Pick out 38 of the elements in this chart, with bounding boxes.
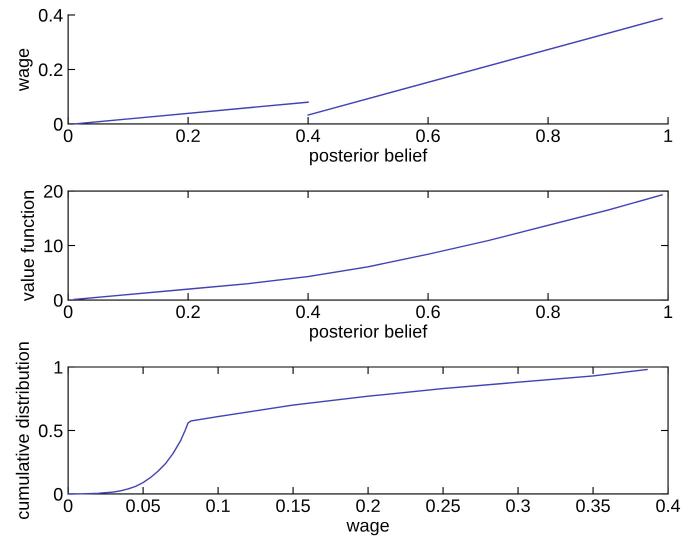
x-tick-label: 0 bbox=[64, 499, 72, 512]
line-series bbox=[73, 194, 663, 300]
y-axis-title: value function bbox=[20, 190, 34, 302]
y-tick-label: 0 bbox=[54, 294, 63, 307]
x-tick-label: 1 bbox=[664, 306, 672, 318]
x-tick-label: 0.35 bbox=[576, 499, 610, 512]
y-tick-label: 10 bbox=[44, 239, 63, 252]
x-tick-label: 0.2 bbox=[356, 499, 380, 512]
y-tick-label: 0.4 bbox=[38, 8, 63, 22]
x-tick-label: 0.6 bbox=[416, 129, 440, 142]
x-axis-title: wage bbox=[346, 522, 389, 536]
x-tick-label: 0.6 bbox=[416, 305, 440, 318]
line-series bbox=[67, 368, 648, 495]
x-tick-label: 1 bbox=[664, 130, 672, 142]
x-tick-label: 0 bbox=[64, 129, 72, 142]
x-tick-label: 0.4 bbox=[656, 499, 680, 512]
y-tick-label: 0.2 bbox=[38, 63, 62, 76]
y-tick-label: 0 bbox=[54, 488, 63, 501]
y-tick-label: 0.5 bbox=[38, 424, 62, 438]
x-tick-label: 0 bbox=[64, 305, 72, 318]
y-tick-label: 20 bbox=[44, 184, 63, 198]
y-axis-title: wage bbox=[19, 48, 33, 92]
x-tick-label: 0.3 bbox=[506, 499, 530, 512]
x-tick-label: 0.8 bbox=[536, 305, 560, 318]
y-tick-label: 0 bbox=[54, 118, 63, 131]
x-tick-label: 0.15 bbox=[276, 499, 310, 512]
y-tick-label: 1 bbox=[54, 361, 62, 374]
x-tick-label: 0.4 bbox=[296, 305, 320, 318]
x-axis-title: posterior belief bbox=[310, 148, 428, 166]
x-tick-label: 0.1 bbox=[206, 499, 230, 512]
x-tick-label: 0.4 bbox=[296, 129, 320, 142]
x-tick-label: 0.2 bbox=[176, 305, 200, 318]
x-tick-label: 0.05 bbox=[126, 499, 160, 512]
x-tick-label: 0.25 bbox=[426, 499, 460, 512]
y-axis-title: cumulative distribution bbox=[16, 342, 30, 520]
x-axis-title: posterior belief bbox=[310, 324, 428, 342]
x-tick-label: 0.2 bbox=[176, 129, 200, 142]
x-tick-label: 0.8 bbox=[536, 129, 560, 142]
